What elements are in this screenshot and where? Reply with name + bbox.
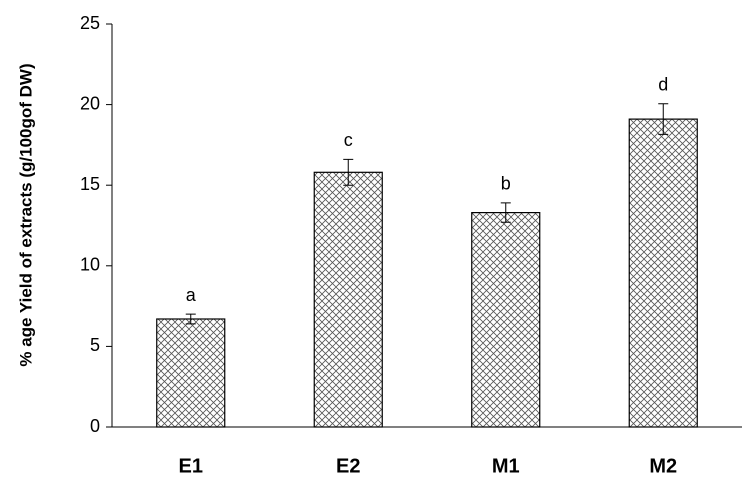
bar xyxy=(156,318,226,428)
annotation: c xyxy=(344,130,353,150)
error-bar xyxy=(500,202,511,223)
bar xyxy=(471,212,541,428)
error-bar xyxy=(658,103,669,135)
x-tick-label: E1 xyxy=(179,455,203,477)
annotation: a xyxy=(186,285,197,305)
bar xyxy=(628,118,698,428)
y-tick-label: 15 xyxy=(80,174,100,194)
annotation: d xyxy=(658,75,668,95)
bar xyxy=(313,171,383,428)
annotation: b xyxy=(501,174,511,194)
y-tick-label: 5 xyxy=(90,335,100,355)
error-bar xyxy=(185,313,196,325)
error-bar xyxy=(343,158,354,186)
x-tick-label: M2 xyxy=(649,455,677,477)
y-tick-label: 25 xyxy=(80,13,100,33)
x-tick-label: E2 xyxy=(336,455,360,477)
y-axis-label: % age Yield of extracts (g/100gof DW) xyxy=(16,63,35,366)
y-tick-label: 10 xyxy=(80,255,100,275)
y-tick-label: 0 xyxy=(90,416,100,436)
x-tick-label: M1 xyxy=(492,455,520,477)
y-tick-label: 20 xyxy=(80,93,100,113)
